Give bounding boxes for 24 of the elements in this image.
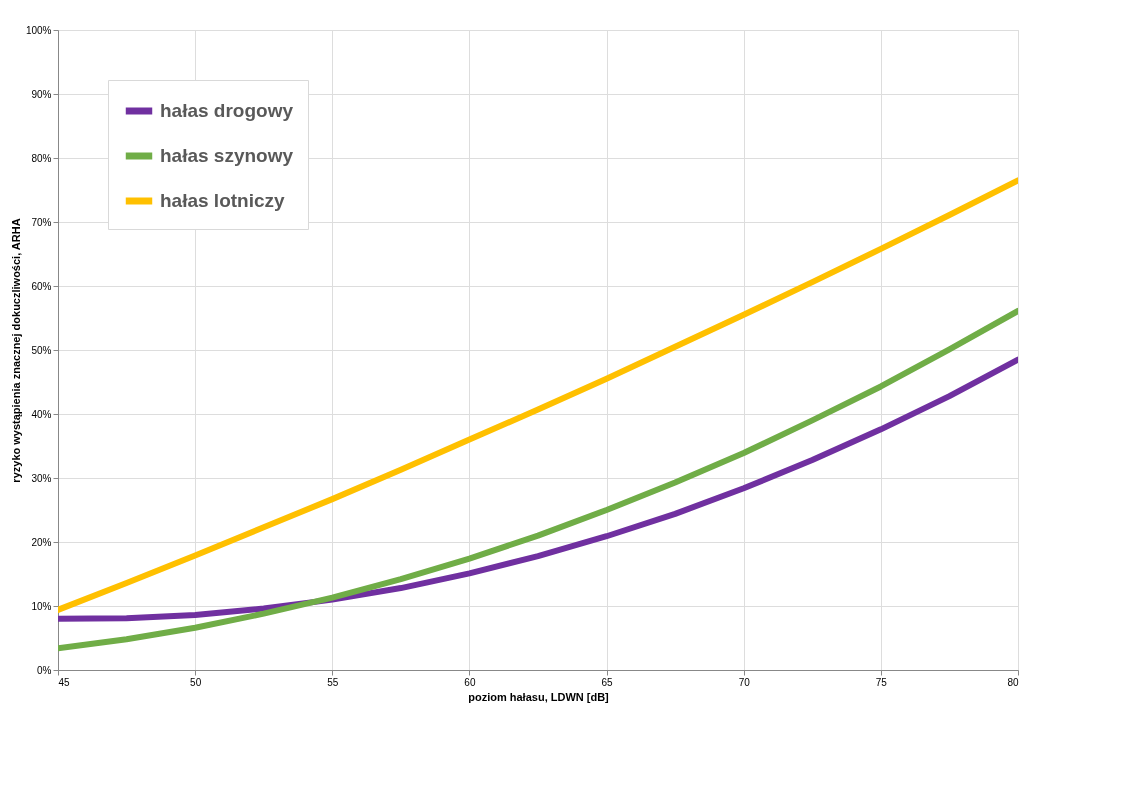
x-tick-label: 65 <box>601 676 614 688</box>
legend-label: hałas lotniczy <box>160 190 286 211</box>
x-tick-label: 75 <box>875 676 888 688</box>
y-tick-label: 50% <box>31 344 52 356</box>
x-tick-label: 55 <box>327 676 339 688</box>
x-tick-label: 70 <box>738 676 751 688</box>
legend-label: hałas szynowy <box>160 145 294 166</box>
y-tick-label: 20% <box>31 536 52 548</box>
y-tick-label: 70% <box>31 216 52 228</box>
y-tick-label: 30% <box>31 472 52 484</box>
x-tick-label: 45 <box>58 676 71 688</box>
x-tick-label: 50 <box>190 676 202 688</box>
y-tick-label: 90% <box>31 88 52 100</box>
y-tick-label: 10% <box>31 600 52 612</box>
x-tick-label: 60 <box>464 676 476 688</box>
y-tick-label: 40% <box>31 408 52 420</box>
x-tick-label: 80 <box>1007 676 1019 688</box>
y-tick-label: 0% <box>37 664 52 676</box>
x-axis-title: poziom hałasu, LDWN [dB] <box>468 690 610 703</box>
y-axis-title: ryzyko wystąpienia znacznej dokuczliwości, ARHA <box>9 218 22 483</box>
y-tick-label: 80% <box>31 152 52 164</box>
y-tick-label: 100% <box>25 24 52 36</box>
y-tick-label: 60% <box>31 280 52 292</box>
legend-label: hałas drogowy <box>160 100 294 121</box>
